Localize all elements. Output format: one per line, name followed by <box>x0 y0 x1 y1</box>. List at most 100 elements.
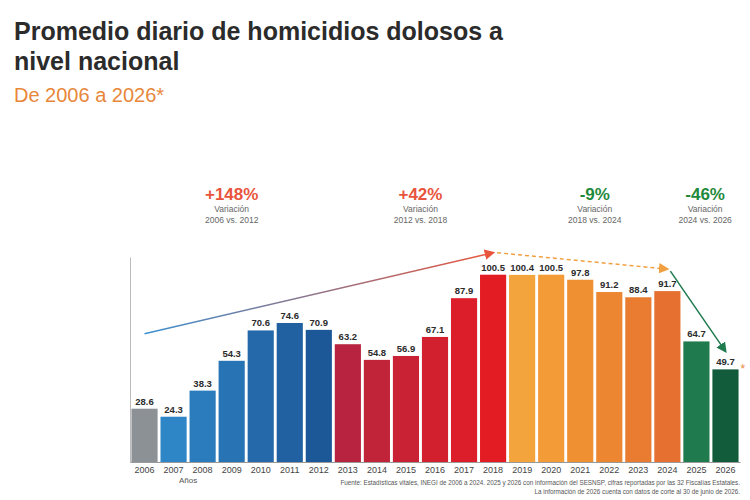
bar <box>567 280 593 462</box>
data-label: 54.8 <box>368 347 387 358</box>
data-label: 87.9 <box>455 285 474 296</box>
annotation-period: 2024 vs. 2026 <box>678 215 732 225</box>
x-tick-label: 2007 <box>164 465 184 475</box>
data-label: 70.9 <box>310 317 329 328</box>
bar <box>335 344 361 462</box>
x-tick: 2015 <box>396 462 416 475</box>
bar <box>393 356 419 462</box>
x-tick-label: 2023 <box>628 465 648 475</box>
trend-arrow <box>145 253 494 334</box>
annotation-value: +148% <box>205 185 258 204</box>
x-tick: 2011 <box>280 462 299 475</box>
annotation-label: Variación <box>577 204 612 214</box>
data-label: 54.3 <box>222 348 241 359</box>
x-tick: 2010 <box>251 462 271 475</box>
annotation-period: 2018 vs. 2024 <box>568 215 622 225</box>
x-tick-label: 2015 <box>396 465 416 475</box>
x-tick: 2007 <box>164 462 184 475</box>
x-tick: 2017 <box>454 462 474 475</box>
x-tick-label: 2021 <box>570 465 590 475</box>
x-tick: 2016 <box>425 462 445 475</box>
x-tick-label: 2025 <box>686 465 706 475</box>
x-tick-label: 2012 <box>309 465 329 475</box>
x-tick: 2023 <box>628 462 648 475</box>
source: Fuente: Estadísticas vitales, INEGI de 2… <box>340 479 740 487</box>
data-label: 56.9 <box>397 343 416 354</box>
x-tick-label: 2022 <box>599 465 619 475</box>
annotation-period: 2006 vs. 2012 <box>205 215 259 225</box>
x-tick: 2019 <box>512 462 532 475</box>
data-label: 91.7 <box>658 278 677 289</box>
x-tick: 2014 <box>367 462 387 475</box>
x-tick: 2006 <box>135 462 155 475</box>
bar <box>422 337 448 462</box>
x-tick-label: 2018 <box>483 465 503 475</box>
trend-arrows <box>145 253 726 352</box>
x-tick: 2020 <box>541 462 561 475</box>
x-tick: 2018 <box>483 462 503 475</box>
x-tick-label: 2008 <box>193 465 213 475</box>
bar <box>654 291 680 462</box>
bar <box>683 341 709 462</box>
x-tick: 2021 <box>570 462 590 475</box>
bar <box>451 298 477 462</box>
bar <box>190 391 216 462</box>
bar <box>596 292 622 462</box>
title: Promedio diario de homicidios dolosos an… <box>14 17 504 75</box>
x-tick-label: 2016 <box>425 465 445 475</box>
bar <box>161 417 187 462</box>
x-tick-label: 2006 <box>135 465 155 475</box>
x-tick-label: 2010 <box>251 465 271 475</box>
data-label: 24.3 <box>164 404 183 415</box>
annotation-label: Variación <box>688 204 723 214</box>
bar <box>364 360 390 462</box>
annotation-value: -46% <box>685 185 725 204</box>
chart: Promedio diario de homicidios dolosos an… <box>0 0 750 500</box>
bar <box>480 275 506 462</box>
bar <box>712 369 738 462</box>
x-tick: 2022 <box>599 462 619 475</box>
data-label: 97.8 <box>571 267 590 278</box>
bar <box>277 323 303 462</box>
x-tick-label: 2019 <box>512 465 532 475</box>
annotation-label: Variación <box>214 204 249 214</box>
x-tick-label: 2009 <box>222 465 242 475</box>
x-tick: 2026 <box>715 462 735 475</box>
footnote: La información de 2026 cuenta con datos … <box>535 488 741 496</box>
data-label: 100.5 <box>539 262 563 273</box>
x-axis: 2006 2007 2008 2009 2010 2011 2012 2013 2014 2015… <box>131 462 741 475</box>
bar <box>306 330 332 462</box>
data-label: 67.1 <box>426 324 445 335</box>
data-label: 74.6 <box>281 310 300 321</box>
bar <box>131 409 157 462</box>
x-tick-label: 2011 <box>280 465 299 475</box>
annotation-label: Variación <box>403 204 438 214</box>
data-labels: 28.6 24.3 38.3 54.3 70.6 74.6 70.9 63.2 54.8 56.9… <box>135 262 734 415</box>
trend-arrow <box>670 271 725 351</box>
data-label: 100.4 <box>510 262 534 273</box>
data-label: 63.2 <box>339 331 358 342</box>
trend-arrow <box>497 253 667 269</box>
y-axis-line <box>130 258 131 463</box>
x-tick: 2024 <box>657 462 677 475</box>
x-tick-label: 2024 <box>657 465 677 475</box>
data-label: 28.6 <box>135 396 154 407</box>
x-tick-label: 2026 <box>715 465 735 475</box>
data-label: 64.7 <box>687 328 706 339</box>
x-tick: 2009 <box>222 462 242 475</box>
bar <box>538 275 564 462</box>
y-axis <box>130 258 131 463</box>
data-label: 70.6 <box>251 317 270 328</box>
x-tick: 2025 <box>686 462 706 475</box>
note-mark: * <box>741 362 746 376</box>
data-label: 49.7 <box>716 356 735 367</box>
x-tick-label: 2014 <box>367 465 387 475</box>
x-tick: 2013 <box>338 462 358 475</box>
annotation-period: 2012 vs. 2018 <box>394 215 448 225</box>
x-tick-label: 2013 <box>338 465 358 475</box>
data-label: 38.3 <box>193 378 212 389</box>
bar <box>219 361 245 462</box>
bar <box>248 330 274 462</box>
data-label: 100.5 <box>481 262 505 273</box>
x-axis-line <box>131 462 741 463</box>
